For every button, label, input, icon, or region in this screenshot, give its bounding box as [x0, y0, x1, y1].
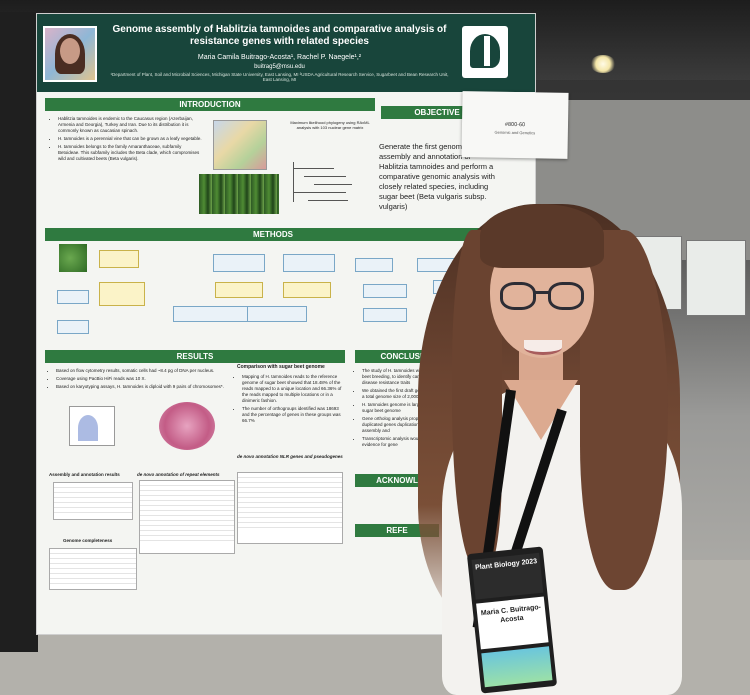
objective-text: Generate the first genome assembly and a… — [379, 142, 495, 211]
methods-flow-box — [99, 282, 145, 306]
smile — [524, 340, 562, 355]
poster-authors: Maria Camila Buitrago-Acosta¹, Rachel P.… — [197, 54, 362, 61]
assembly-heading: Assembly and annotation results — [49, 472, 120, 477]
intro-bullet: H. tamnoides is a perennial vine that ca… — [58, 136, 203, 142]
hair-right — [580, 230, 668, 590]
comparison-bullet: Mapping of H. tamnoides reads to the ref… — [242, 374, 347, 404]
msu-spartan-logo — [462, 26, 508, 78]
conclusion-bullet: Gene ortholog analysis proportion of dup… — [362, 416, 443, 434]
poster-email: buitrag5@msu.edu — [254, 64, 305, 70]
background-poster-board — [686, 240, 746, 316]
methods-flow-box — [173, 306, 255, 322]
methods-flow-box — [363, 308, 407, 322]
nlr-genes-table — [237, 472, 343, 544]
nlr-heading: de novo annotation NLR genes and pseudog… — [237, 454, 343, 459]
ceiling-light — [590, 55, 616, 73]
completeness-heading: Genome completeness — [63, 538, 113, 543]
conclusions-text: The study of H. tamnoides will assist be… — [355, 368, 443, 450]
poster-title: Genome assembly of Hablitzia tamnoides a… — [112, 24, 447, 47]
intro-bullet: Hablitzia tamnoides is endemic to the Ca… — [58, 116, 203, 134]
methods-flow-box — [99, 250, 139, 268]
repeat-elements-table — [139, 480, 235, 554]
methods-flow-box — [57, 320, 89, 334]
poster-affiliation: ¹Department of Plant, Soil and Microbial… — [110, 72, 449, 82]
introduction-text: Hablitzia tamnoides is endemic to the Ca… — [51, 116, 203, 164]
conclusion-bullet: We obtained the first draft genome with … — [362, 388, 443, 400]
conclusion-bullet: Transcriptomic analysis would provide ev… — [362, 436, 443, 448]
phylogeny-caption: Maximum likelihood phylogeny using RAxML… — [290, 120, 370, 130]
poster-number: #800-60 — [504, 121, 526, 129]
methods-flow-box — [215, 282, 263, 298]
poster-number-card: #800-60 Genomic and Genetics — [461, 91, 569, 159]
conclusion-bullet: H. tamnoides genome is larger than the s… — [362, 402, 443, 414]
results-text: Based on flow cytometry results, somatic… — [49, 368, 239, 392]
results-bullet: Based on karyotyping assays, H. tamnoide… — [56, 384, 239, 390]
poster-header: Genome assembly of Hablitzia tamnoides a… — [37, 14, 535, 92]
author-photo — [43, 26, 97, 82]
busco-table — [49, 548, 137, 590]
poster-category: Genomic and Genetics — [494, 129, 536, 136]
badge-ribbon — [481, 646, 553, 688]
section-methods-header: METHODS — [45, 228, 501, 241]
leaf-sample-photo — [59, 244, 87, 272]
glasses — [500, 282, 586, 312]
poster-board-frame — [0, 12, 38, 652]
results-bullet: Coverage using PacBio HiFi reads was 10 … — [56, 376, 239, 382]
methods-flow-box — [283, 282, 331, 298]
assembly-table — [53, 482, 133, 520]
conclusion-bullet: The study of H. tamnoides will assist be… — [362, 368, 443, 386]
methods-flow-box — [283, 254, 335, 272]
intro-bullet: H. tamnoides belongs to the family Amara… — [58, 144, 203, 162]
presenter-person: Plant Biology 2023 Maria C. Buitrago-Aco… — [412, 190, 712, 695]
comparison-heading: Comparison with sugar beet genome — [237, 364, 325, 370]
phylogeny-tree-figure — [293, 162, 364, 202]
methods-flow-box — [363, 284, 407, 298]
hair-top — [480, 204, 604, 268]
section-introduction-header: INTRODUCTION — [45, 98, 375, 111]
hablitzia-plant-photo — [199, 174, 279, 214]
methods-flow-box — [213, 254, 265, 272]
methods-flow-box — [247, 306, 307, 322]
methods-flow-box — [57, 290, 89, 304]
caucasus-map-image — [213, 120, 267, 170]
flow-cytometry-histogram — [69, 406, 115, 446]
section-results-header: RESULTS — [45, 350, 345, 363]
methods-flow-box — [355, 258, 393, 272]
section-references-header: REFE — [355, 524, 439, 537]
name-badge: Plant Biology 2023 Maria C. Buitrago-Aco… — [466, 546, 558, 694]
comparison-text: Mapping of H. tamnoides reads to the ref… — [235, 374, 347, 426]
badge-name: Maria C. Buitrago-Acosta — [476, 596, 549, 650]
karyotype-micrograph — [159, 402, 215, 450]
repeat-heading: de novo annotation of repeat elements — [137, 472, 220, 477]
comparison-bullet: The number of orthogroups identified was… — [242, 406, 347, 424]
results-bullet: Based on flow cytometry results, somatic… — [56, 368, 239, 374]
badge-event: Plant Biology 2023 — [471, 552, 544, 600]
